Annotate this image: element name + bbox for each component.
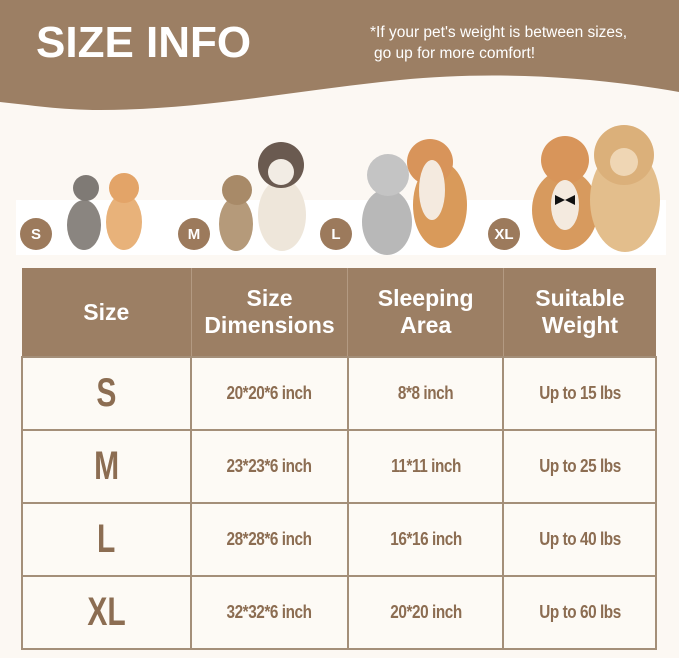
weight-value: Up to 25 lbs [538,456,621,476]
header-area-line2: Area [400,312,452,338]
area-value: 16*16 inch [389,529,462,549]
cell-weight: Up to 40 lbs [502,502,657,577]
weight-value: Up to 15 lbs [538,383,621,403]
corgi-bowtie-image [532,136,598,250]
cell-size: XL [20,575,193,650]
size-badge-s: S [20,218,52,250]
header-weight: Suitable Weight [503,268,656,357]
size-badge-m: M [178,218,210,250]
area-value: 11*11 inch [390,456,461,476]
size-label: M [94,444,120,488]
size-table: Size Size Dimensions Sleeping Area Suitabl… [20,268,657,650]
kitten-orange-image [106,173,142,250]
header-weight-line2: Weight [541,312,619,338]
size-note: *If your pet's weight is between sizes, … [370,22,627,64]
table-row: XL 32*32*6 inch 20*20 inch Up to 60 lbs [20,575,657,650]
table-header-row: Size Size Dimensions Sleeping Area Suitabl… [22,268,656,357]
kitten-tabby-image [219,175,253,251]
cell-size: L [20,502,193,577]
table-row: S 20*20*6 inch 8*8 inch Up to 15 lbs [20,356,657,431]
header-dimensions: Size Dimensions [191,268,349,357]
cell-dimensions: 20*20*6 inch [190,356,349,431]
cell-area: 16*16 inch [346,502,505,577]
cell-dimensions: 28*28*6 inch [190,502,349,577]
dimensions-value: 23*23*6 inch [226,456,313,476]
table-row: L 28*28*6 inch 16*16 inch Up to 40 lbs [20,502,657,577]
cell-area: 20*20 inch [346,575,505,650]
puppy-image [258,142,306,251]
header-size-label: Size [83,298,130,325]
size-label: XL [87,590,126,634]
note-line-1: *If your pet's weight is between sizes, [370,24,628,41]
cell-size: S [20,356,193,431]
cell-dimensions: 32*32*6 inch [190,575,349,650]
header-size: Size [22,268,192,357]
size-label: L [97,517,116,561]
header-sleeping-area: Sleeping Area [347,268,504,357]
table-row: M 23*23*6 inch 11*11 inch Up to 25 lbs [20,429,657,504]
header-dimensions-line1: Size [246,285,293,311]
size-badge-xl: XL [488,218,520,250]
weight-value: Up to 40 lbs [538,529,621,549]
header-banner [0,0,679,110]
note-line-2: go up for more comfort! [374,45,536,62]
kitten-gray-image [67,175,101,250]
cell-weight: Up to 15 lbs [502,356,657,431]
dimensions-value: 20*20*6 inch [226,383,313,403]
header-weight-line1: Suitable [535,285,625,311]
dimensions-value: 32*32*6 inch [226,602,313,622]
cell-area: 8*8 inch [346,356,505,431]
weight-value: Up to 60 lbs [538,602,621,622]
cell-area: 11*11 inch [346,429,505,504]
cell-dimensions: 23*23*6 inch [190,429,349,504]
page-title: SIZE INFO [36,18,252,67]
dog-fluffy-image [590,125,660,252]
area-value: 20*20 inch [389,602,462,622]
size-label: S [96,371,117,415]
corgi-image [407,139,467,248]
cell-weight: Up to 25 lbs [502,429,657,504]
cell-size: M [20,429,193,504]
size-badge-l: L [320,218,352,250]
cat-silver-image [362,154,412,255]
header-dimensions-line2: Dimensions [204,312,335,338]
header-area-line1: Sleeping [377,285,474,311]
dimensions-value: 28*28*6 inch [226,529,313,549]
area-value: 8*8 inch [398,383,454,403]
pets-illustration [67,125,660,255]
cell-weight: Up to 60 lbs [502,575,657,650]
